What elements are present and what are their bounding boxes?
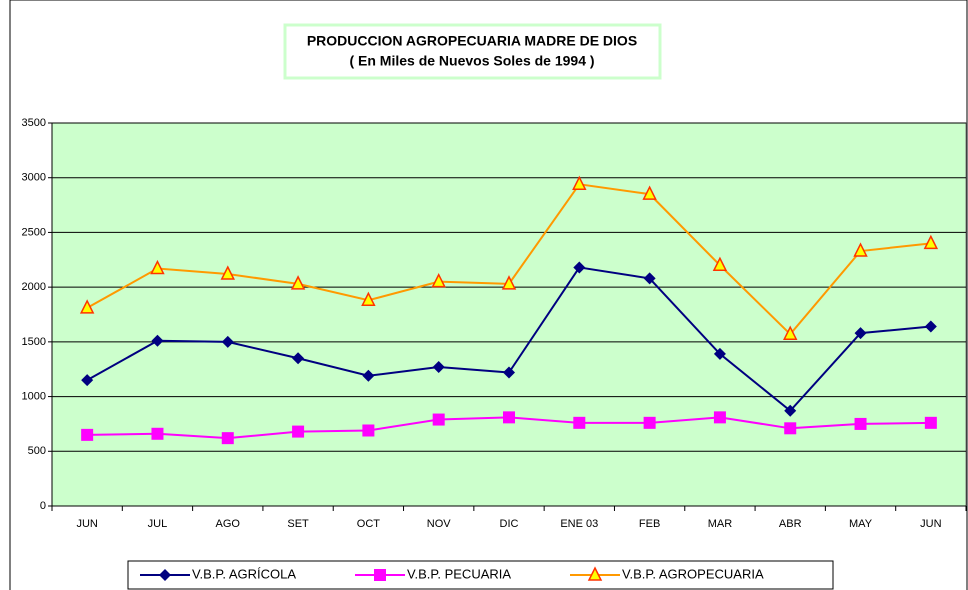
x-tick-label: NOV bbox=[427, 518, 452, 530]
marker bbox=[784, 422, 797, 435]
marker bbox=[292, 425, 305, 438]
y-tick-label: 1000 bbox=[22, 390, 46, 402]
marker bbox=[572, 175, 587, 191]
chart-subtitle: ( En Miles de Nuevos Soles de 1994 ) bbox=[349, 53, 594, 69]
marker bbox=[573, 261, 586, 274]
plot-area bbox=[51, 122, 967, 507]
marker bbox=[853, 242, 868, 257]
marker bbox=[642, 185, 657, 200]
legend-label: V.B.P. AGRÍCOLA bbox=[192, 566, 296, 581]
x-tick-label: MAY bbox=[849, 518, 873, 530]
marker bbox=[503, 366, 515, 379]
marker bbox=[643, 272, 656, 285]
marker bbox=[432, 361, 445, 374]
marker bbox=[150, 259, 165, 275]
y-tick-label: 1500 bbox=[22, 336, 46, 348]
x-tick-label: SET bbox=[287, 518, 309, 530]
x-tick-label: OCT bbox=[357, 518, 381, 530]
y-tick-label: 2500 bbox=[22, 226, 46, 238]
marker bbox=[713, 411, 726, 424]
y-tick-label: 3500 bbox=[22, 117, 46, 129]
marker bbox=[587, 566, 603, 581]
marker bbox=[151, 427, 164, 440]
y-tick-label: 3000 bbox=[22, 172, 46, 184]
marker bbox=[432, 413, 445, 426]
chart-title: PRODUCCION AGROPECUARIA MADRE DE DIOS bbox=[307, 33, 637, 49]
legend-label: V.B.P. AGROPECUARIA bbox=[622, 566, 764, 581]
marker bbox=[854, 417, 867, 430]
marker bbox=[292, 352, 305, 365]
y-tick-label: 2000 bbox=[22, 281, 46, 293]
marker bbox=[374, 569, 386, 581]
title-box bbox=[283, 23, 662, 80]
marker bbox=[501, 275, 517, 290]
marker bbox=[221, 432, 234, 445]
marker bbox=[79, 299, 95, 314]
legend-box bbox=[127, 560, 834, 590]
x-tick-label: ABR bbox=[779, 518, 802, 530]
marker bbox=[221, 335, 234, 348]
y-tick-label: 500 bbox=[28, 445, 46, 457]
marker bbox=[431, 272, 446, 288]
marker bbox=[362, 424, 375, 437]
marker bbox=[159, 569, 171, 581]
marker bbox=[924, 416, 937, 429]
marker bbox=[713, 347, 726, 360]
marker bbox=[220, 265, 235, 280]
x-tick-label: DIC bbox=[500, 518, 519, 530]
marker bbox=[81, 428, 94, 441]
x-tick-label: ENE 03 bbox=[560, 518, 598, 530]
marker bbox=[712, 256, 728, 272]
x-tick-label: JUL bbox=[148, 518, 168, 530]
marker bbox=[854, 327, 867, 340]
marker bbox=[783, 325, 798, 340]
marker bbox=[81, 374, 94, 387]
marker bbox=[784, 404, 797, 417]
x-tick-label: JUN bbox=[76, 518, 97, 530]
marker bbox=[362, 369, 375, 382]
marker bbox=[361, 291, 376, 307]
marker bbox=[923, 234, 939, 250]
legend-label: V.B.P. PECUARIA bbox=[407, 566, 511, 581]
x-tick-label: AGO bbox=[216, 518, 241, 530]
y-tick-label: 0 bbox=[40, 500, 46, 512]
x-tick-label: JUN bbox=[920, 518, 941, 530]
marker bbox=[643, 416, 656, 429]
marker bbox=[290, 275, 306, 290]
marker bbox=[924, 320, 937, 333]
marker bbox=[503, 411, 515, 424]
marker bbox=[573, 416, 586, 429]
x-tick-label: FEB bbox=[639, 518, 660, 530]
marker bbox=[151, 334, 164, 347]
x-tick-label: MAR bbox=[708, 518, 733, 530]
